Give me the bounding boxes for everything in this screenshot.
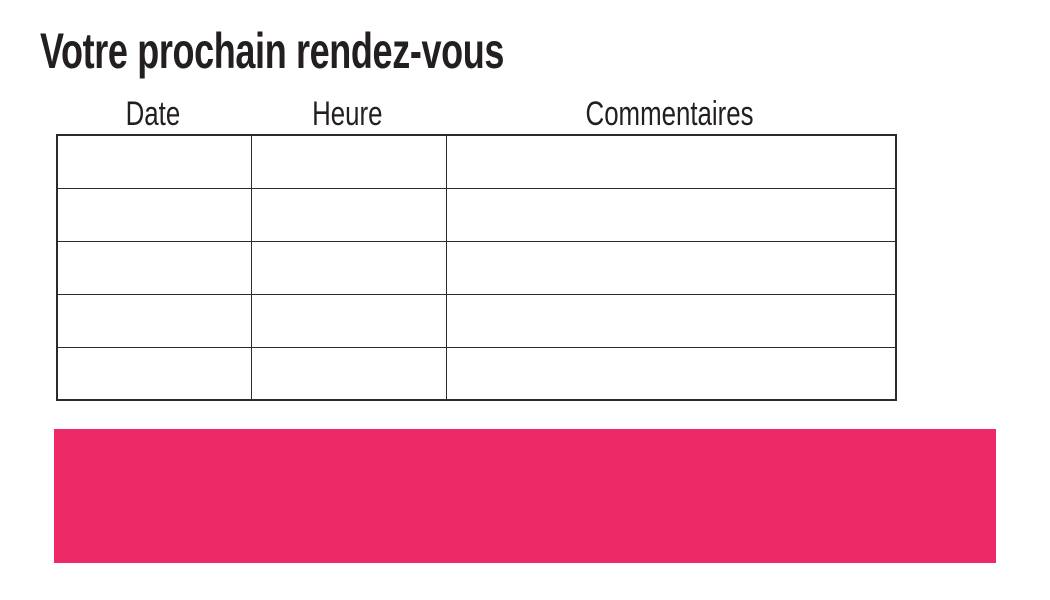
column-header-heure: Heure bbox=[312, 95, 383, 133]
table-cell bbox=[445, 187, 897, 242]
column-header-date: Date bbox=[125, 95, 181, 133]
table-cell bbox=[445, 240, 897, 295]
table-row bbox=[56, 293, 897, 348]
appointment-table bbox=[56, 134, 897, 401]
table-row bbox=[56, 240, 897, 295]
table-cell bbox=[445, 134, 897, 189]
table-cell bbox=[445, 346, 897, 401]
table-cell bbox=[445, 293, 897, 348]
table-cell bbox=[56, 187, 252, 242]
table-cell bbox=[56, 134, 252, 189]
table-cell bbox=[250, 293, 447, 348]
table-cell bbox=[250, 134, 447, 189]
appointment-table-body bbox=[56, 134, 897, 401]
table-cell bbox=[250, 187, 447, 242]
table-column-headers: Date Heure Commentaires bbox=[56, 97, 895, 131]
table-row bbox=[56, 187, 897, 242]
table-row bbox=[56, 346, 897, 401]
column-header-commentaires: Commentaires bbox=[585, 95, 755, 133]
table-cell bbox=[56, 293, 252, 348]
page-title-text: Votre prochain rendez-vous bbox=[40, 23, 505, 79]
table-row bbox=[56, 134, 897, 189]
table-cell bbox=[56, 346, 252, 401]
pink-highlight-bar bbox=[54, 429, 996, 563]
page-title: Votre prochain rendez-vous bbox=[40, 26, 685, 76]
table-cell bbox=[250, 240, 447, 295]
table-cell bbox=[56, 240, 252, 295]
table-cell bbox=[250, 346, 447, 401]
